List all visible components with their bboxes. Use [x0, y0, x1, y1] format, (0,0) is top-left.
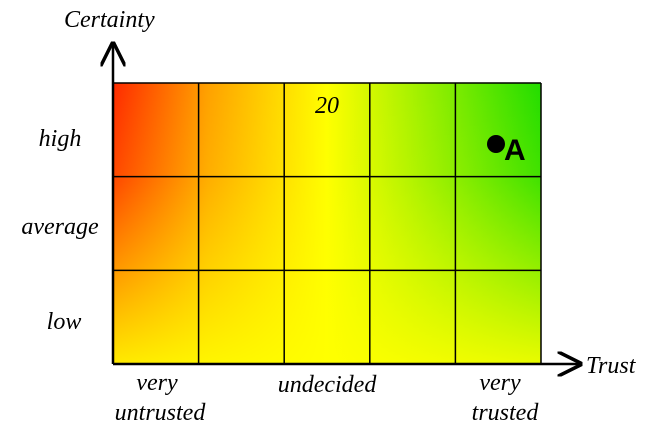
y-axis-title: Certainty [64, 7, 155, 33]
y-label-high: high [39, 126, 82, 152]
point-a-label: A [504, 134, 526, 167]
point-a: A [487, 134, 526, 167]
x-label-very-untrusted: very untrusted [115, 370, 207, 426]
y-label-low: low [47, 309, 82, 335]
grid-number-label: 20 [315, 93, 339, 119]
x-label-very-trusted: very trusted [472, 370, 540, 426]
point-a-marker [487, 135, 505, 153]
grid-area [112, 82, 542, 365]
y-label-average: average [21, 214, 99, 240]
gradient-overlay [113, 83, 541, 364]
x-axis-title: Trust [586, 353, 637, 379]
x-label-undecided: undecided [278, 372, 378, 398]
